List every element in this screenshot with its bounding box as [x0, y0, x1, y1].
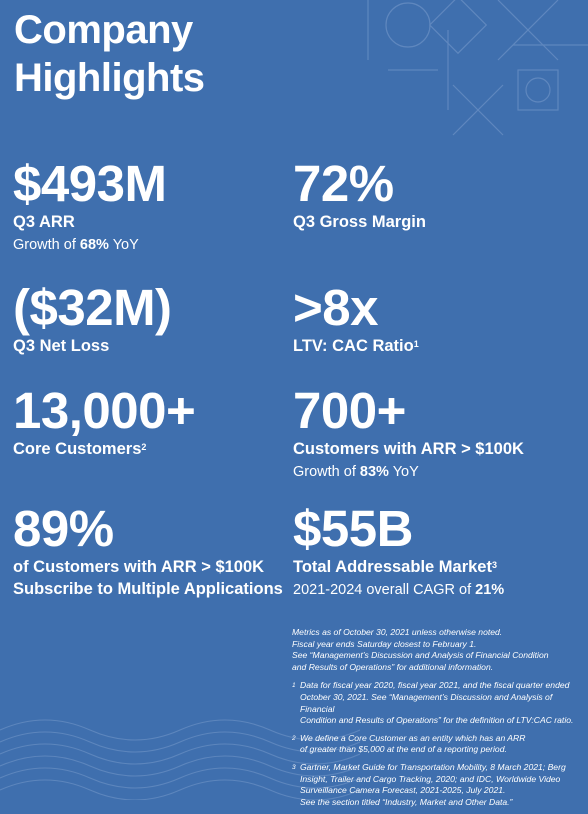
- metric-value: 72%: [293, 155, 394, 212]
- notes-intro-line: See “Management’s Discussion and Analysi…: [292, 650, 549, 661]
- label-text: LTV: CAC Ratio: [293, 337, 414, 355]
- metric-label: Core Customers2: [13, 438, 195, 460]
- footnote-text: We define a Core Customer as an entity w…: [300, 733, 525, 756]
- footnote-number: 3: [292, 763, 296, 771]
- metric-label: Q3 Net Loss: [13, 337, 110, 355]
- metric-net-loss: ($32M) Q3 Net Loss: [13, 281, 172, 357]
- footnote-2: 2 We define a Core Customer as an entity…: [292, 733, 580, 756]
- page-title-line2: Highlights: [14, 56, 205, 100]
- sub-bold-value: 68%: [79, 237, 109, 253]
- metric-value: 89%: [13, 500, 114, 557]
- decorative-wave-lines-bottom: [0, 719, 360, 800]
- metric-label: Q3 Gross Margin: [293, 213, 426, 231]
- sub-suffix: YoY: [108, 237, 139, 253]
- footnote-text: Data for fiscal year 2020, fiscal year 2…: [300, 680, 580, 726]
- decorative-line-art-top: [367, 0, 588, 136]
- sub-bold-value: 83%: [359, 464, 389, 480]
- metric-customers-100k: 700+ Customers with ARR > $100K Growth o…: [293, 384, 524, 482]
- footnote-marker: 3: [491, 560, 497, 570]
- footnote-line: We define a Core Customer as an entity w…: [300, 732, 526, 743]
- metric-q3-arr: $493M Q3 ARR Growth of 68% YoY: [13, 155, 167, 255]
- footnote-marker: 1: [413, 339, 419, 349]
- metric-ltv-cac: >8x LTV: CAC Ratio1: [293, 281, 419, 357]
- footnote-number: 1: [292, 682, 296, 690]
- footnote-line: Condition and Results of Operations” for…: [300, 715, 574, 726]
- footnote-marker: 2: [141, 442, 147, 452]
- metric-label-line2: Subscribe to Multiple Applications: [13, 580, 283, 598]
- footnote-number: 2: [292, 734, 296, 742]
- label-text: Core Customers: [13, 440, 142, 458]
- metric-value: 700+: [293, 382, 406, 439]
- metric-value: $493M: [13, 155, 167, 212]
- sub-prefix: Growth of: [293, 464, 360, 480]
- notes-intro: Metrics as of October 30, 2021 unless ot…: [292, 627, 580, 673]
- footnote-text: Gartner, Market Guide for Transportation…: [300, 762, 566, 808]
- metric-value: >8x: [293, 279, 379, 336]
- footnotes-section: Metrics as of October 30, 2021 unless ot…: [292, 627, 580, 814]
- page-title: Company Highlights: [14, 6, 205, 102]
- sub-suffix: YoY: [388, 464, 419, 480]
- metric-sub: Growth of 83% YoY: [293, 462, 524, 482]
- sub-prefix: Growth of: [13, 237, 80, 253]
- metric-label: LTV: CAC Ratio1: [293, 335, 419, 357]
- footnote-line: Insight, Trailer and Cargo Tracking, 202…: [300, 773, 561, 784]
- notes-intro-line: Fiscal year ends Saturday closest to Feb…: [292, 638, 477, 649]
- footnote-line: Surveillance Camera Forecast, 2021-2025,…: [300, 785, 506, 796]
- metric-multi-app: 89% of Customers with ARR > $100K Subscr…: [13, 502, 283, 600]
- footnote-line: Gartner, Market Guide for Transportation…: [300, 761, 566, 772]
- metric-sub: 2021-2024 overall CAGR of 21%: [293, 580, 504, 600]
- metric-label: Q3 ARR: [13, 213, 75, 231]
- metric-label-line1: of Customers with ARR > $100K: [13, 558, 265, 576]
- metric-value: $55B: [293, 500, 413, 557]
- metric-label: Total Addressable Market3: [293, 556, 504, 578]
- metric-tam: $55B Total Addressable Market3 2021-2024…: [293, 502, 504, 600]
- footnote-line: of greater than $5,000 at the end of a r…: [300, 744, 507, 755]
- metric-core-customers: 13,000+ Core Customers2: [13, 382, 196, 460]
- notes-intro-line: Metrics as of October 30, 2021 unless ot…: [292, 627, 503, 637]
- footnote-line: Data for fiscal year 2020, fiscal year 2…: [300, 680, 570, 691]
- metric-value: 13,000+: [13, 382, 196, 439]
- notes-intro-line: and Results of Operations” for additiona…: [292, 661, 494, 672]
- sub-prefix: 2021-2024 overall CAGR of: [293, 582, 476, 598]
- footnote-3: 3 Gartner, Market Guide for Transportati…: [292, 762, 580, 808]
- metric-value: ($32M): [13, 279, 172, 336]
- page-title-line1: Company: [14, 8, 193, 52]
- footnote-line: See the section titled “Industry, Market…: [300, 796, 513, 807]
- sub-bold-value: 21%: [475, 582, 505, 598]
- metric-gross-margin: 72% Q3 Gross Margin: [293, 157, 426, 233]
- metric-sub: Growth of 68% YoY: [13, 235, 166, 255]
- metric-label: Customers with ARR > $100K: [293, 440, 524, 458]
- footnote-line: October 30, 2021. See “Management’s Disc…: [300, 691, 553, 714]
- footnote-1: 1 Data for fiscal year 2020, fiscal year…: [292, 680, 580, 726]
- label-text: Total Addressable Market: [293, 558, 492, 576]
